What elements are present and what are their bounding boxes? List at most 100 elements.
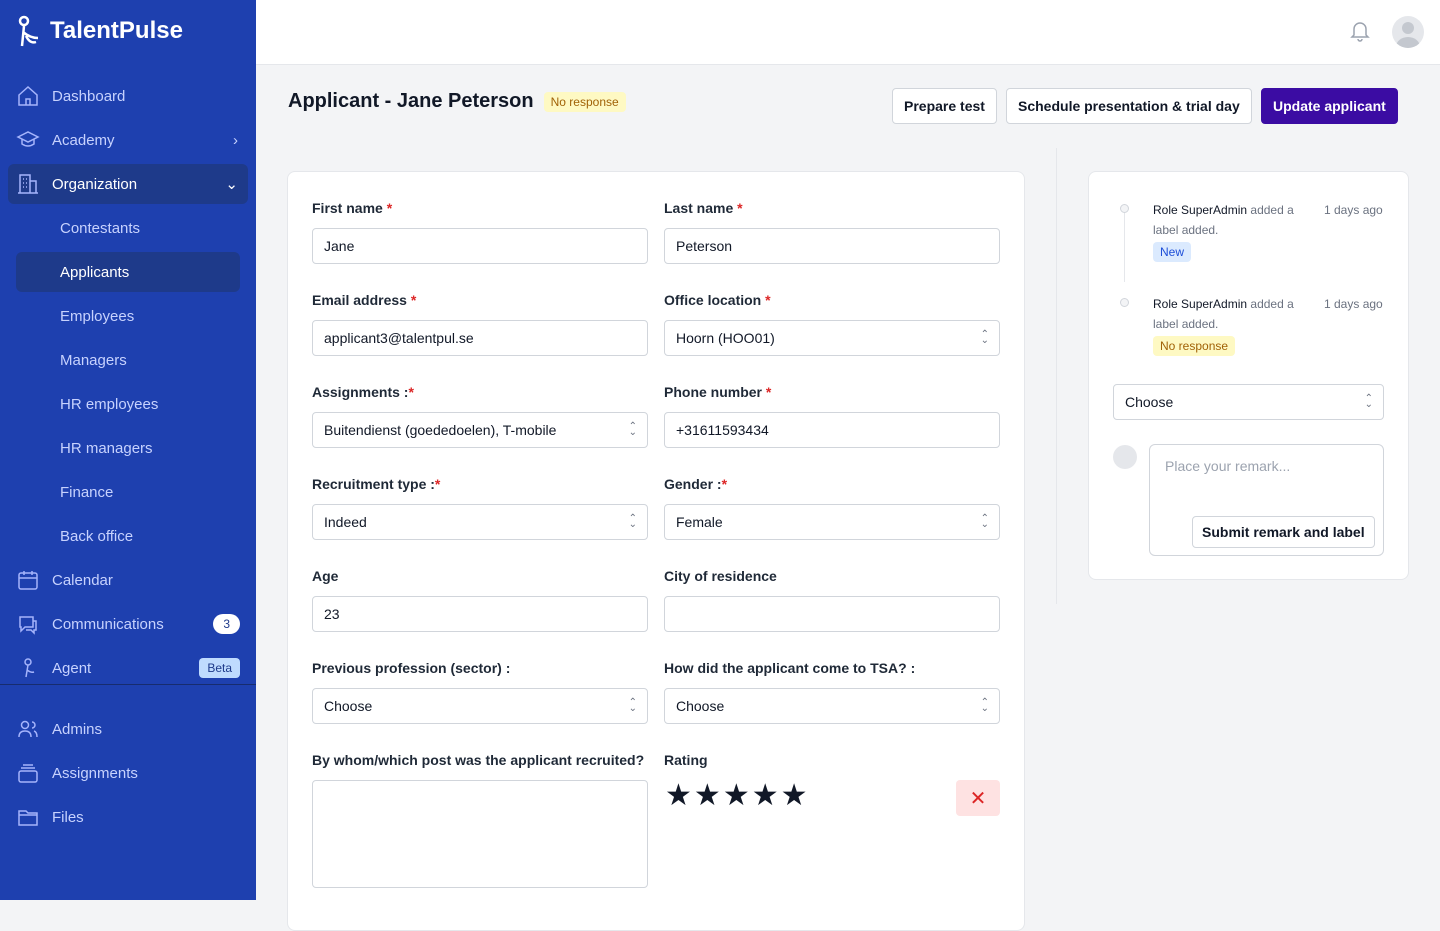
select-chevron-icon: ⌃ ⌄: [628, 421, 637, 438]
assignments-label: Assignments :*: [312, 384, 414, 400]
home-icon: [18, 85, 38, 106]
sidebar-item-employees[interactable]: Employees: [16, 296, 240, 336]
sidebar-item-managers[interactable]: Managers: [16, 340, 240, 380]
sidebar-item-back-office[interactable]: Back office: [16, 516, 240, 556]
status-badge: No response: [543, 91, 626, 112]
sidebar-item-files[interactable]: Files: [8, 797, 248, 837]
remark-input[interactable]: Place your remark...: [1165, 458, 1291, 474]
label: Organization: [52, 175, 138, 193]
label: Admins: [52, 720, 103, 738]
label-select[interactable]: Choose ⌃ ⌄: [1113, 384, 1384, 420]
submit-remark-button[interactable]: Submit remark and label: [1192, 516, 1375, 548]
label: Academy: [52, 131, 115, 149]
sidebar-item-contestants[interactable]: Contestants: [16, 208, 240, 248]
email-input[interactable]: applicant3@talentpul.se: [312, 320, 648, 356]
activity-label-badge: No response: [1153, 336, 1236, 356]
gender-select[interactable]: Female ⌃ ⌄: [664, 504, 1000, 540]
recruitment-label: Recruitment type :*: [312, 476, 441, 492]
schedule-button[interactable]: Schedule presentation & trial day: [1006, 88, 1252, 124]
age-input[interactable]: 23: [312, 596, 648, 632]
sidebar-item-hr-managers[interactable]: HR managers: [16, 428, 240, 468]
label: Communications: [52, 615, 164, 633]
timeline-dot: [1120, 204, 1129, 213]
phone-label: Phone number *: [664, 384, 772, 400]
beta-badge: Beta: [199, 658, 240, 678]
sidebar-item-calendar[interactable]: Calendar: [8, 560, 248, 600]
star-icon[interactable]: ★: [693, 779, 721, 812]
agent-icon: [24, 658, 35, 678]
last-name-input[interactable]: Peterson: [664, 228, 1000, 264]
rating-stars[interactable]: ★ ★ ★ ★ ★: [665, 778, 810, 813]
stack-icon: [18, 764, 38, 783]
sidebar-item-assignments[interactable]: Assignments: [8, 753, 248, 793]
clear-rating-button[interactable]: ✕: [956, 780, 1000, 816]
star-icon[interactable]: ★: [751, 779, 779, 812]
timeline-dot: [1120, 298, 1129, 307]
sidebar-item-communications[interactable]: Communications 3: [8, 604, 248, 644]
brand-name: TalentPulse: [50, 17, 183, 44]
city-input[interactable]: [664, 596, 1000, 632]
recruitment-select[interactable]: Indeed ⌃ ⌄: [312, 504, 648, 540]
select-chevron-icon: ⌃ ⌄: [980, 513, 989, 530]
activity-time: 1 days ago: [1324, 297, 1383, 311]
office-label: Office location *: [664, 292, 771, 308]
building-icon: [18, 174, 38, 194]
office-select[interactable]: Hoorn (HOO01) ⌃ ⌄: [664, 320, 1000, 356]
bell-icon[interactable]: [1350, 20, 1370, 42]
brand-logo[interactable]: TalentPulse: [16, 14, 183, 48]
activity-text: Role SuperAdmin added a label added.: [1153, 203, 1294, 237]
phone-input[interactable]: +31611593434: [664, 412, 1000, 448]
gender-label: Gender :*: [664, 476, 728, 492]
page-title: Applicant - Jane Peterson No response: [288, 90, 626, 113]
logo-icon: [18, 15, 39, 47]
top-bar: [256, 0, 1440, 65]
sidebar-item-agent[interactable]: Agent Beta: [8, 648, 248, 688]
assignments-select[interactable]: Buitendienst (goededoelen), T-mobile ⌃ ⌄: [312, 412, 648, 448]
label: Back office: [60, 527, 134, 545]
commenter-avatar: [1113, 445, 1137, 469]
label: HR employees: [60, 395, 159, 413]
update-applicant-button[interactable]: Update applicant: [1261, 88, 1398, 124]
column-divider: [1056, 148, 1057, 604]
how-select[interactable]: Choose ⌃ ⌄: [664, 688, 1000, 724]
activity-panel: Role SuperAdmin added a label added. 1 d…: [1088, 171, 1409, 580]
prepare-test-button[interactable]: Prepare test: [892, 88, 997, 124]
last-name-label: Last name *: [664, 200, 743, 216]
by-whom-label: By whom/which post was the applicant rec…: [312, 752, 645, 768]
sidebar-item-applicants[interactable]: Applicants: [16, 252, 240, 292]
sidebar-item-organization[interactable]: Organization ⌄: [8, 164, 248, 204]
user-avatar[interactable]: [1392, 16, 1424, 48]
select-chevron-icon: ⌃ ⌄: [980, 697, 989, 714]
first-name-label: First name *: [312, 200, 393, 216]
sidebar-item-finance[interactable]: Finance: [16, 472, 240, 512]
select-chevron-icon: ⌃ ⌄: [628, 697, 637, 714]
sidebar-item-admins[interactable]: Admins: [8, 709, 248, 749]
calendar-icon: [18, 571, 38, 590]
sidebar: TalentPulse Dashboard Academy › Organizat…: [0, 0, 256, 900]
rating-label: Rating: [664, 752, 708, 768]
how-label: How did the applicant come to TSA? :: [664, 660, 916, 676]
folder-icon: [18, 810, 38, 826]
profession-select[interactable]: Choose ⌃ ⌄: [312, 688, 648, 724]
label: Assignments: [52, 764, 138, 782]
chevron-right-icon: ›: [233, 131, 238, 149]
academic-cap-icon: [16, 131, 40, 147]
timeline-line: [1124, 212, 1125, 282]
select-chevron-icon: ⌃ ⌄: [980, 329, 989, 346]
city-label: City of residence: [664, 568, 777, 584]
applicant-form: First name * Jane Last name * Peterson E…: [287, 171, 1025, 931]
first-name-input[interactable]: Jane: [312, 228, 648, 264]
sidebar-item-hr-employees[interactable]: HR employees: [16, 384, 240, 424]
sidebar-item-dashboard[interactable]: Dashboard: [8, 76, 248, 116]
label: Dashboard: [52, 87, 126, 105]
label: Contestants: [60, 219, 141, 237]
star-icon[interactable]: ★: [722, 779, 750, 812]
by-whom-textarea[interactable]: [312, 780, 648, 888]
star-icon[interactable]: ★: [780, 779, 808, 812]
label: Agent: [52, 659, 92, 677]
users-icon: [18, 720, 38, 738]
sidebar-item-academy[interactable]: Academy ›: [8, 120, 248, 160]
star-icon[interactable]: ★: [665, 779, 692, 812]
activity-text: Role SuperAdmin added a label added.: [1153, 297, 1294, 331]
count-badge: 3: [213, 614, 240, 634]
